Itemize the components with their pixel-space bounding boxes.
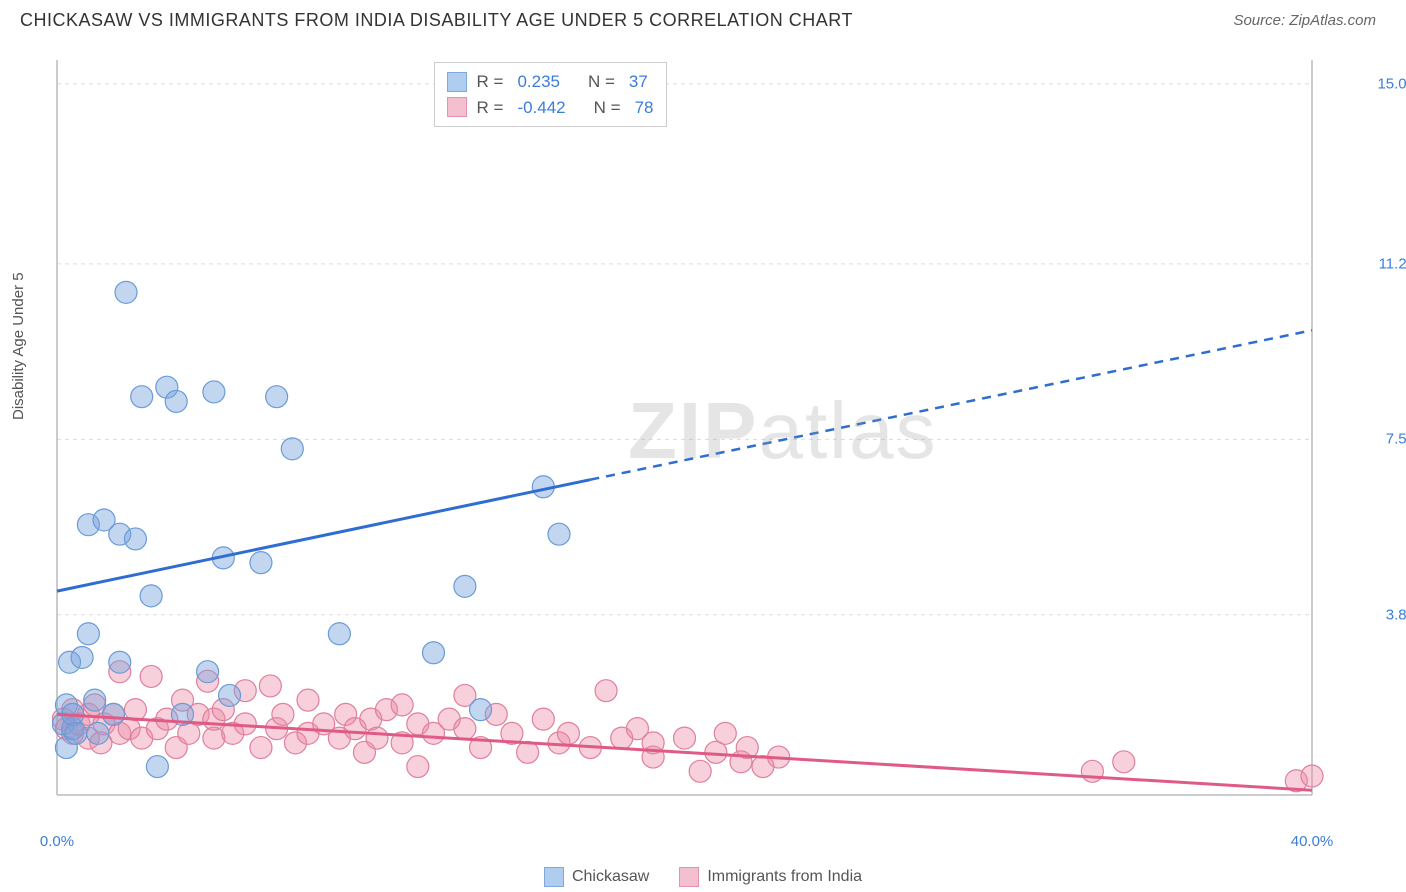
legend-label: Immigrants from India [707,868,862,886]
scatter-plot-svg [52,55,1372,825]
y-tick-label: 15.0% [1377,75,1406,92]
n-value: 37 [629,69,648,95]
bottom-legend: Chickasaw Immigrants from India [0,867,1406,887]
x-tick-label: 40.0% [1291,833,1334,850]
legend-swatch [447,72,467,92]
source-label: Source: ZipAtlas.com [1233,12,1376,29]
y-tick-label: 7.5% [1386,431,1406,448]
legend-label: Chickasaw [572,868,649,886]
legend-swatch [447,97,467,117]
legend-swatch [544,867,564,887]
correlation-row: R = -0.442 N = 78 [447,95,654,121]
legend-item: Immigrants from India [679,867,862,887]
r-label: R = [477,69,504,95]
r-label: R = [477,95,504,121]
chart-area: ZIPatlas R =0.235N =37R =-0.442N =78 3.8… [52,55,1372,825]
correlation-legend-box: R = 0.235 N = 37 R = -0.442 N = 78 [434,62,667,127]
correlation-row: R = 0.235 N = 37 [447,69,654,95]
r-value: 0.235 [517,69,560,95]
x-tick-label: 0.0% [40,833,74,850]
n-value: 78 [635,95,654,121]
legend-item: Chickasaw [544,867,649,887]
r-value: -0.442 [517,95,565,121]
n-label: N = [588,69,615,95]
n-label: N = [594,95,621,121]
y-tick-label: 11.2% [1379,255,1406,272]
chart-title: CHICKASAW VS IMMIGRANTS FROM INDIA DISAB… [20,10,853,31]
y-axis-label: Disability Age Under 5 [10,272,27,420]
legend-swatch [679,867,699,887]
y-tick-label: 3.8% [1386,606,1406,623]
